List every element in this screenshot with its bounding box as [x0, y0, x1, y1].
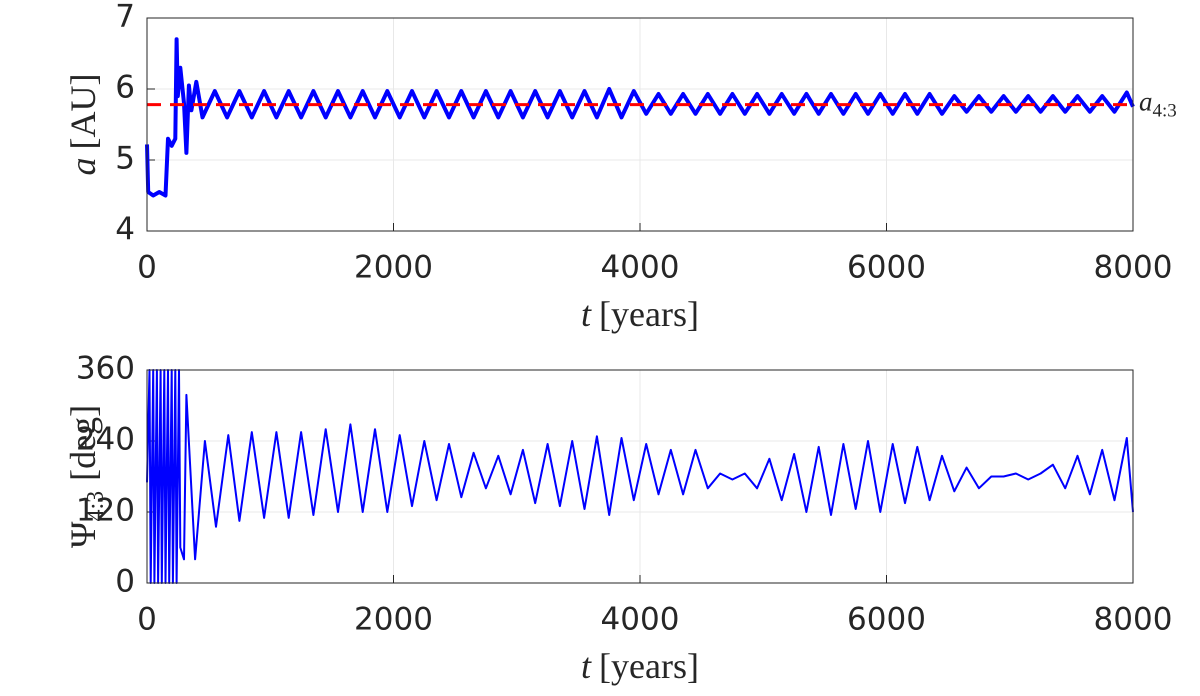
label-unit: [AU]	[63, 74, 103, 150]
axes-frame	[146, 369, 1134, 584]
label-unit: [years]	[599, 294, 699, 334]
y-tick-label: 6	[115, 70, 135, 106]
reference-label: a4:3	[1139, 87, 1177, 122]
x-tick-label: 0	[137, 250, 157, 286]
x-axis-label: t [years]	[581, 646, 699, 686]
x-axis-label: t [years]	[581, 294, 699, 334]
y-tick-label: 0	[115, 564, 135, 600]
x-tick-label: 0	[137, 602, 157, 638]
label-subscript: 4:3	[83, 491, 109, 522]
y-tick-label: 360	[76, 351, 135, 387]
axes-frame	[146, 17, 1134, 232]
label-unit: [years]	[599, 646, 699, 686]
x-tick-label: 2000	[354, 602, 433, 638]
x-tick-label: 6000	[847, 250, 926, 286]
data-line	[145, 37, 1135, 198]
x-tick-label: 6000	[847, 602, 926, 638]
x-tick-label: 4000	[601, 250, 680, 286]
x-tick-label: 8000	[1094, 602, 1173, 638]
y-tick-label: 120	[76, 493, 135, 529]
x-tick-label: 2000	[354, 250, 433, 286]
label-subscript: 4:3	[1153, 101, 1177, 122]
y-tick-label: 5	[115, 141, 135, 177]
label-symbol: Ψ	[63, 521, 103, 548]
data-line	[146, 369, 1134, 584]
x-tick-label: 8000	[1094, 250, 1173, 286]
label-unit: [deg]	[63, 405, 103, 481]
y-tick-label: 7	[115, 0, 135, 35]
x-tick-label: 4000	[601, 602, 680, 638]
label-symbol: a	[63, 157, 103, 175]
y-tick-label: 240	[76, 422, 135, 458]
y-axis-label: a [AU]	[63, 74, 103, 176]
y-axis-label: Ψ4:3 [deg]	[63, 405, 109, 548]
label-symbol: t	[581, 646, 592, 686]
label-symbol: a	[1139, 87, 1153, 117]
y-tick-label: 4	[115, 212, 135, 248]
label-symbol: t	[581, 294, 592, 334]
